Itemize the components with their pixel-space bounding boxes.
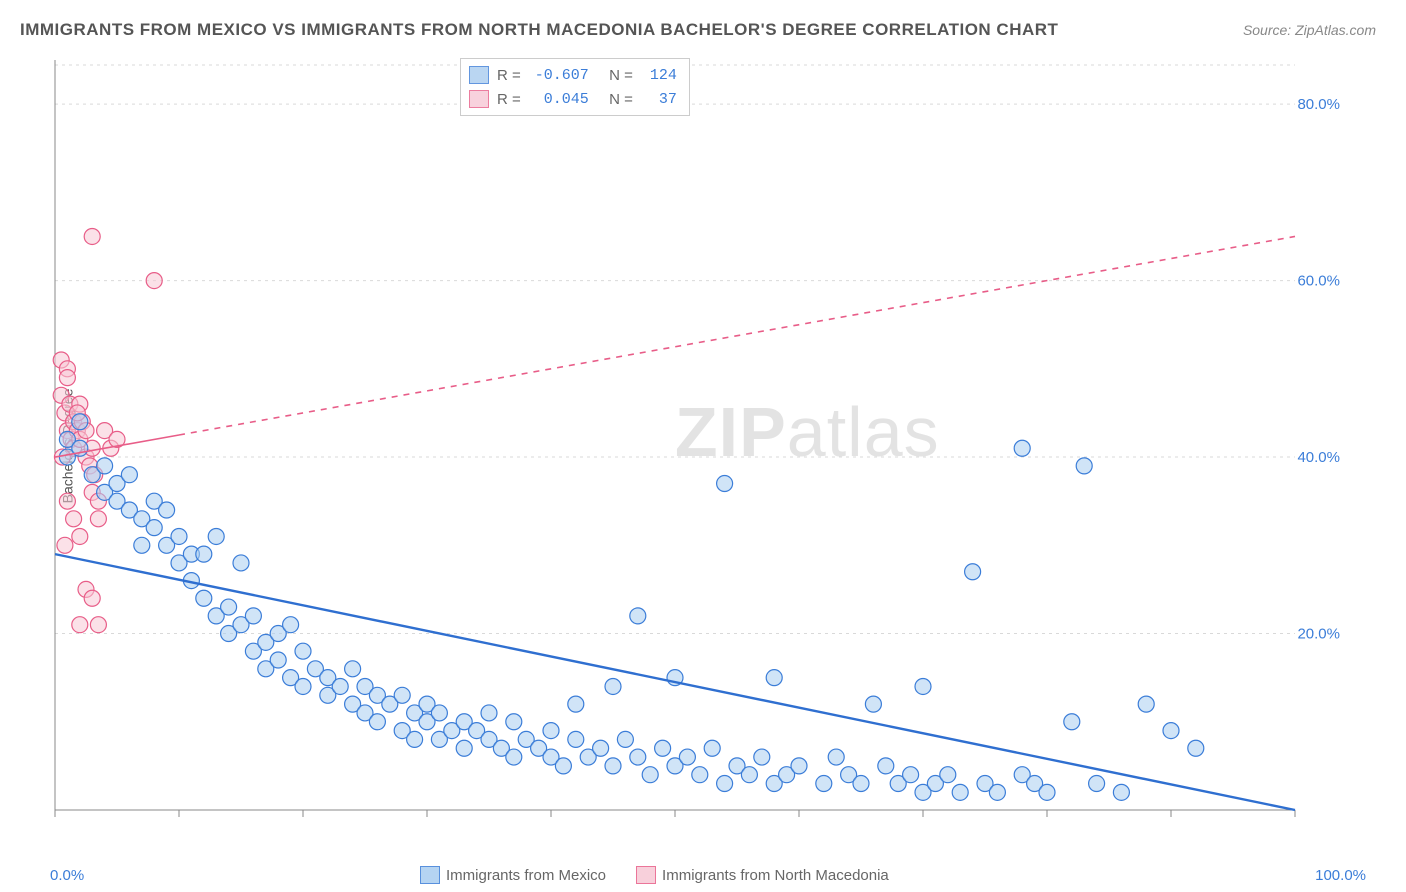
x-axis-max-label: 100.0% bbox=[1315, 867, 1366, 884]
series-swatch bbox=[420, 866, 440, 884]
svg-text:60.0%: 60.0% bbox=[1297, 273, 1340, 290]
chart-plot-area: 20.0% 40.0% 60.0% 80.0% bbox=[50, 55, 1350, 845]
chart-svg: 20.0% 40.0% 60.0% 80.0% bbox=[50, 55, 1350, 845]
series-swatch bbox=[636, 866, 656, 884]
legend-n-label: N = bbox=[601, 67, 633, 84]
legend-r-value: -0.607 bbox=[529, 67, 593, 84]
chart-title: IMMIGRANTS FROM MEXICO VS IMMIGRANTS FRO… bbox=[20, 20, 1058, 40]
series-legend: Immigrants from Mexico Immigrants from No… bbox=[420, 866, 889, 884]
legend-row: R = -0.607 N = 124 bbox=[469, 63, 681, 87]
legend-r-value: 0.045 bbox=[529, 91, 593, 108]
series-label: Immigrants from Mexico bbox=[446, 867, 606, 884]
x-axis-min-label: 0.0% bbox=[50, 867, 84, 884]
legend-r-label: R = bbox=[497, 91, 521, 108]
legend-row: R = 0.045 N = 37 bbox=[469, 87, 681, 111]
series-label: Immigrants from North Macedonia bbox=[662, 867, 889, 884]
legend-n-value: 124 bbox=[641, 67, 681, 84]
svg-text:80.0%: 80.0% bbox=[1297, 96, 1340, 113]
legend-r-label: R = bbox=[497, 67, 521, 84]
svg-text:20.0%: 20.0% bbox=[1297, 626, 1340, 643]
series-legend-item: Immigrants from North Macedonia bbox=[636, 866, 889, 884]
correlation-legend: R = -0.607 N = 124 R = 0.045 N = 37 bbox=[460, 58, 690, 116]
legend-n-label: N = bbox=[601, 91, 633, 108]
source-attribution: Source: ZipAtlas.com bbox=[1243, 22, 1376, 38]
svg-text:40.0%: 40.0% bbox=[1297, 449, 1340, 466]
legend-swatch bbox=[469, 90, 489, 108]
legend-swatch bbox=[469, 66, 489, 84]
legend-n-value: 37 bbox=[641, 91, 681, 108]
series-legend-item: Immigrants from Mexico bbox=[420, 866, 606, 884]
